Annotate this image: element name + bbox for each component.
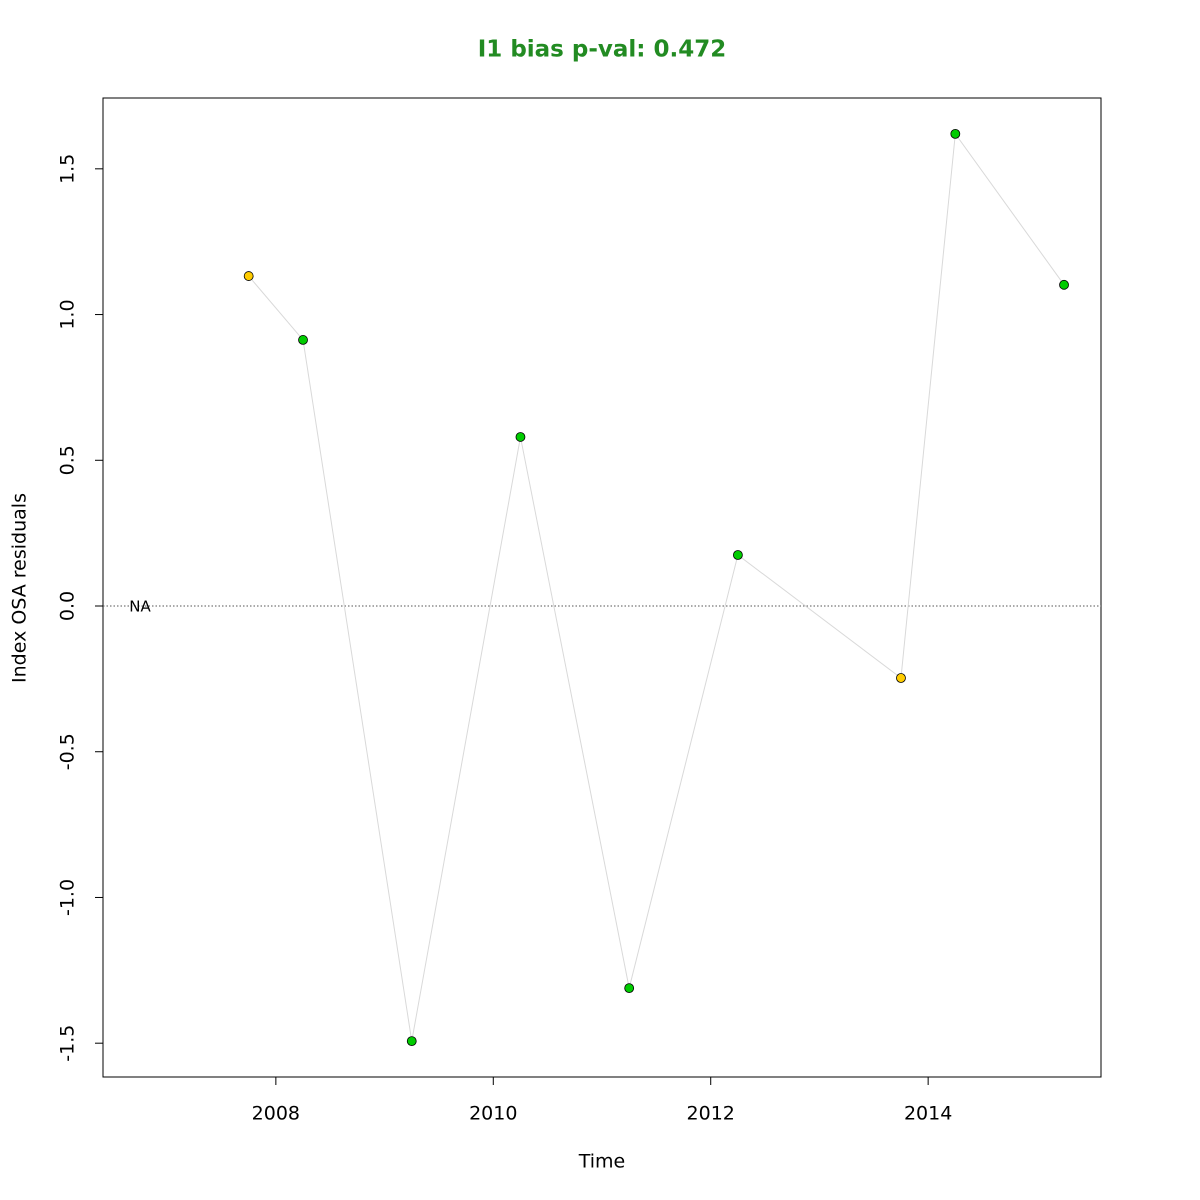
point [515,432,526,442]
y-tick-label: 0.0 [57,591,79,621]
annotation: NA [129,598,151,616]
point [1059,279,1069,290]
point [896,673,906,683]
point [624,983,635,994]
y-axis-label: Index OSA residuals [9,493,31,683]
y-tick-label: 1.5 [57,154,79,184]
point [732,550,743,560]
y-tick-label: 1.0 [57,299,79,329]
x-tick-label: 2010 [469,1103,517,1125]
point [298,335,308,345]
x-axis-label: Time [578,1151,626,1173]
y-tick-label: -1.5 [57,1025,79,1062]
x-tick-label: 2008 [252,1103,300,1125]
plot-frame [102,97,1102,1078]
point [406,1036,417,1047]
y-tick-label: -1.0 [57,879,79,916]
chart-title: I1 bias p-val: 0.472 [478,37,727,63]
y-tick-label: 0.5 [57,445,79,475]
point [243,271,254,281]
series-line [248,132,1065,1042]
point [950,128,961,139]
y-tick-label: -0.5 [57,733,79,770]
x-tick-label: 2012 [687,1103,735,1125]
x-tick-label: 2014 [904,1103,952,1125]
